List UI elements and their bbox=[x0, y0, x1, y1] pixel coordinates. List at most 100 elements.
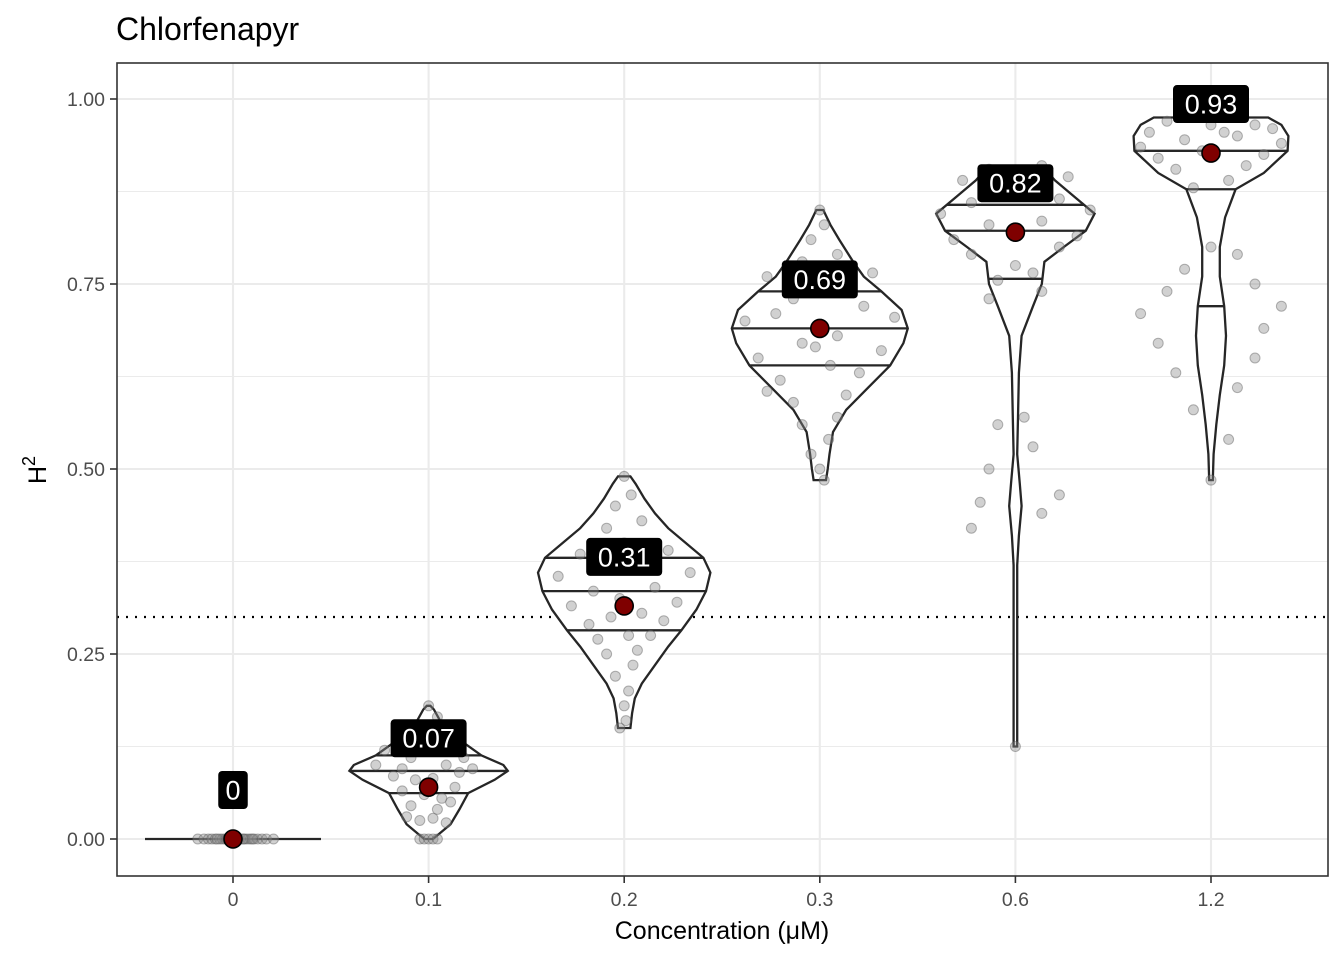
chart-title: Chlorfenapyr bbox=[116, 11, 300, 47]
data-point bbox=[587, 585, 599, 597]
data-point bbox=[252, 833, 264, 845]
data-point bbox=[1027, 441, 1039, 453]
grid bbox=[117, 63, 1328, 876]
data-point bbox=[242, 833, 254, 845]
data-point bbox=[1053, 489, 1065, 501]
data-point bbox=[609, 670, 621, 682]
median-label-1.2: 0.93 bbox=[1185, 90, 1238, 120]
data-point bbox=[379, 744, 391, 756]
data-point bbox=[423, 833, 435, 845]
data-point bbox=[867, 267, 879, 279]
data-point bbox=[1275, 137, 1287, 149]
data-point bbox=[752, 352, 764, 364]
median-label-0.6: 0.82 bbox=[989, 169, 1042, 199]
data-point bbox=[449, 781, 461, 793]
x-tick-label: 0 bbox=[228, 889, 239, 911]
axes: 0.00 0.25 0.50 0.75 1.00 0 0.1 0.2 0.3 0.6 1.2 bbox=[67, 89, 1225, 911]
x-tick-label: 0.2 bbox=[611, 889, 638, 911]
data-point bbox=[631, 644, 643, 656]
data-point bbox=[396, 763, 408, 775]
data-point bbox=[198, 833, 210, 845]
data-point bbox=[875, 345, 887, 357]
data-point bbox=[1223, 433, 1235, 445]
violin-0.3 bbox=[730, 208, 910, 482]
data-point bbox=[618, 700, 630, 712]
data-point bbox=[974, 496, 986, 508]
violin-0.1 bbox=[347, 704, 510, 841]
data-point bbox=[1009, 260, 1021, 271]
data-point bbox=[1053, 241, 1065, 253]
data-point bbox=[436, 792, 448, 804]
violins bbox=[145, 116, 1290, 841]
violin-0.6 bbox=[934, 164, 1097, 748]
data-point bbox=[965, 248, 977, 260]
data-point bbox=[992, 419, 1004, 431]
data-point bbox=[983, 463, 995, 475]
data-point bbox=[396, 785, 408, 797]
y-tick-label: 0.00 bbox=[67, 829, 105, 851]
data-point bbox=[818, 474, 830, 486]
data-point bbox=[1071, 230, 1083, 242]
data-point bbox=[1009, 741, 1021, 752]
data-point bbox=[409, 774, 421, 786]
median-point-1.2 bbox=[1201, 143, 1221, 163]
data-point bbox=[1218, 126, 1230, 138]
y-axis-title-sup: 2 bbox=[19, 456, 39, 466]
data-point bbox=[831, 330, 843, 342]
data-point bbox=[1135, 141, 1147, 153]
data-point bbox=[601, 522, 613, 534]
data-point bbox=[965, 522, 977, 534]
data-point bbox=[1258, 322, 1270, 334]
data-point bbox=[1205, 241, 1217, 253]
data-point bbox=[853, 367, 865, 379]
data-point bbox=[948, 234, 960, 246]
data-point bbox=[1179, 263, 1191, 275]
data-point bbox=[427, 812, 439, 824]
data-point bbox=[983, 219, 995, 231]
data-point bbox=[983, 293, 995, 305]
data-point bbox=[824, 359, 836, 371]
data-point bbox=[1249, 352, 1261, 364]
data-point bbox=[1143, 126, 1155, 138]
data-point bbox=[992, 274, 1004, 286]
data-point bbox=[965, 197, 977, 209]
data-point bbox=[370, 759, 382, 771]
data-point bbox=[831, 411, 843, 423]
data-point bbox=[796, 419, 808, 431]
data-point bbox=[625, 489, 637, 501]
data-point bbox=[831, 248, 843, 260]
data-point bbox=[818, 219, 830, 231]
data-point bbox=[245, 833, 257, 845]
data-point bbox=[431, 833, 443, 845]
data-point bbox=[1036, 215, 1048, 227]
data-point bbox=[1205, 474, 1217, 486]
data-point bbox=[1187, 182, 1199, 194]
data-point bbox=[1152, 337, 1164, 349]
data-point bbox=[467, 763, 479, 775]
data-point bbox=[1240, 160, 1252, 172]
data-point bbox=[620, 715, 632, 727]
median-label-0.1: 0.07 bbox=[402, 724, 455, 754]
data-point bbox=[814, 463, 826, 475]
data-point bbox=[889, 311, 901, 323]
data-point bbox=[684, 567, 696, 579]
data-point bbox=[552, 570, 564, 582]
data-point bbox=[840, 389, 852, 401]
data-point bbox=[211, 833, 223, 845]
median-label-box-0 bbox=[218, 771, 248, 809]
data-point bbox=[609, 500, 621, 512]
data-point bbox=[761, 271, 773, 283]
data-point bbox=[605, 611, 617, 623]
median-label-box-0.3 bbox=[781, 260, 858, 299]
data-point bbox=[1018, 411, 1030, 423]
data-point bbox=[414, 833, 426, 845]
data-point bbox=[267, 833, 279, 845]
data-point bbox=[935, 208, 947, 220]
y-axis-title: H2 bbox=[19, 456, 52, 484]
data-point bbox=[601, 648, 613, 660]
data-point bbox=[858, 300, 870, 312]
data-point bbox=[787, 396, 799, 408]
jitter-points bbox=[192, 115, 1287, 845]
data-point bbox=[1036, 507, 1048, 519]
